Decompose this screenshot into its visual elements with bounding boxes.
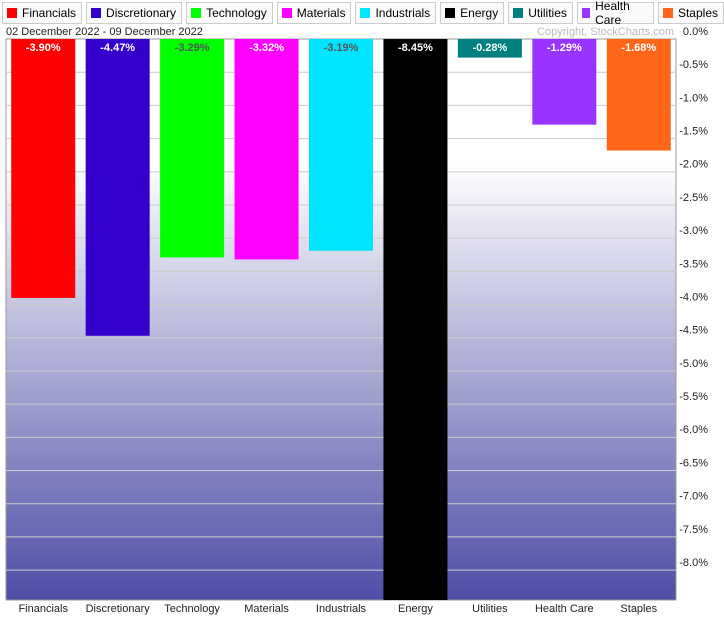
legend-item[interactable]: Utilities (508, 2, 573, 24)
y-tick-label: -4.0% (679, 291, 708, 303)
x-tick-label: Energy (398, 603, 433, 615)
legend-swatch (360, 8, 371, 18)
x-tick-label: Utilities (472, 603, 508, 615)
x-tick-label: Discretionary (86, 603, 151, 615)
bar (606, 39, 671, 151)
bar (234, 39, 299, 260)
legend-label: Health Care (595, 0, 630, 27)
legend-swatch (281, 8, 292, 18)
value-label: -3.32% (249, 42, 284, 54)
y-tick-label: -7.0% (679, 491, 708, 503)
legend-label: Financials (22, 6, 77, 20)
legend-swatch (581, 8, 591, 18)
bar (383, 39, 448, 600)
legend-label: Energy (460, 6, 499, 20)
bar (11, 39, 76, 298)
x-tick-label: Financials (18, 603, 68, 615)
value-label: -3.19% (324, 42, 359, 54)
legend-item[interactable]: Industrials (355, 2, 437, 24)
copyright: Copyright, StockCharts.com (537, 26, 674, 38)
legend-label: Staples (677, 6, 718, 20)
bar (457, 39, 522, 58)
x-tick-label: Staples (620, 603, 657, 615)
legend-item[interactable]: Financials (2, 2, 83, 24)
value-label: -8.45% (398, 42, 433, 54)
y-tick-label: -7.5% (679, 524, 708, 536)
bar (532, 39, 597, 125)
value-label: -0.28% (472, 42, 507, 54)
y-tick-label: 0.0% (683, 26, 708, 38)
legend-swatch (513, 8, 524, 18)
y-tick-label: -1.5% (679, 125, 708, 137)
value-label: -1.29% (547, 42, 582, 54)
legend-swatch (662, 8, 673, 18)
y-tick-label: -3.0% (679, 225, 708, 237)
legend-label: Materials (296, 6, 346, 20)
legend-item[interactable]: Energy (440, 2, 505, 24)
y-tick-label: -1.0% (679, 92, 708, 104)
y-tick-label: -8.0% (679, 557, 708, 569)
y-tick-label: -5.0% (679, 358, 708, 370)
value-label: -3.29% (175, 42, 210, 54)
legend-item[interactable]: Discretionary (86, 2, 183, 24)
legend-swatch (191, 8, 202, 18)
y-tick-label: -6.5% (679, 457, 708, 469)
bar (309, 39, 373, 251)
legend-label: Discretionary (106, 6, 177, 20)
bar (85, 39, 150, 336)
x-tick-label: Materials (244, 603, 289, 615)
y-tick-label: -2.0% (679, 159, 708, 171)
legend-label: Technology (206, 6, 267, 20)
legend-item[interactable]: Materials (276, 2, 352, 24)
legend-swatch (91, 8, 102, 18)
value-label: -4.47% (100, 42, 135, 54)
y-tick-label: -4.5% (679, 325, 708, 337)
legend-label: Industrials (375, 6, 431, 20)
bar (160, 39, 225, 258)
y-tick-label: -5.5% (679, 391, 708, 403)
value-label: -3.90% (26, 42, 61, 54)
legend-swatch (445, 8, 456, 18)
x-tick-label: Technology (164, 603, 220, 615)
legend-label: Utilities (528, 6, 567, 20)
legend-swatch (7, 8, 17, 18)
legend-item[interactable]: Staples (657, 2, 724, 24)
y-tick-label: -0.5% (679, 59, 708, 71)
legend-item[interactable]: Technology (186, 2, 273, 24)
x-tick-label: Health Care (535, 603, 594, 615)
legend-item[interactable]: Health Care (576, 0, 654, 27)
subtitle: 02 December 2022 - 09 December 2022 (6, 26, 203, 38)
legend: Financials Discretionary Technology Materia… (2, 0, 724, 27)
y-tick-label: -3.5% (679, 258, 708, 270)
value-label: -1.68% (621, 42, 656, 54)
y-tick-label: -6.0% (679, 424, 708, 436)
x-tick-label: Industrials (316, 603, 367, 615)
y-tick-label: -2.5% (679, 192, 708, 204)
